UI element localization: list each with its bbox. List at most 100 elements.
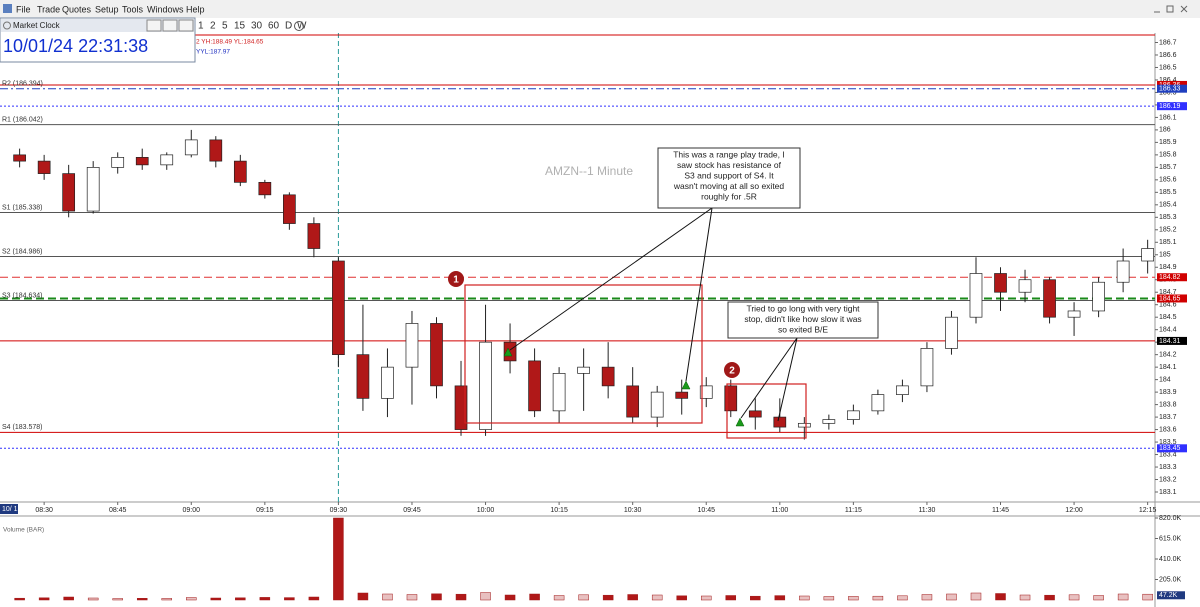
volume-bar: [970, 592, 982, 601]
volume-bar: [995, 593, 1006, 601]
candle-body: [797, 422, 811, 428]
candle-body: [209, 139, 223, 162]
annotation-line: stop, didn't like how slow it was: [744, 314, 861, 324]
menu-item[interactable]: Trade: [37, 4, 60, 14]
menu-bar: [0, 0, 1200, 18]
volume-bar: [235, 597, 246, 601]
volume-bar: [455, 593, 467, 601]
candle-body: [86, 167, 100, 212]
candle-body: [1067, 310, 1081, 318]
candle-body: [773, 416, 787, 428]
y-tick-label: 185: [1159, 252, 1171, 259]
candle-body: [601, 366, 615, 387]
volume-bar: [651, 594, 663, 601]
volume-bar: [406, 594, 418, 601]
volume-bar: [87, 597, 99, 601]
candle-body: [184, 139, 198, 156]
volume-bar: [1093, 595, 1104, 601]
market-clock-title: Market Clock: [13, 21, 61, 30]
annotation-line: roughly for .5R: [701, 191, 757, 201]
clock-icon: [3, 21, 11, 30]
volume-bar: [627, 594, 638, 601]
x-tick-label: 09:30: [330, 507, 348, 514]
volume-tick-label: 615.0K: [1159, 535, 1182, 542]
volume-bar: [308, 596, 320, 601]
volume-bar: [897, 595, 908, 601]
clock-window-buttons[interactable]: [146, 19, 194, 32]
candle-body: [528, 360, 541, 412]
candle-body: [307, 223, 321, 249]
volume-bar: [480, 592, 491, 601]
candle-body: [332, 260, 345, 356]
menu-item[interactable]: Tools: [122, 4, 144, 14]
interval-button[interactable]: 1: [198, 21, 204, 32]
menu-item[interactable]: File: [16, 4, 31, 14]
annotation-box: [657, 147, 801, 209]
interval-button[interactable]: 60: [268, 21, 280, 32]
candle-body: [577, 366, 590, 374]
annotation-line: S3 and support of S4. It: [684, 170, 774, 180]
x-tick-label: 09:15: [256, 507, 274, 514]
annotation-line: so exited B/E: [778, 324, 828, 334]
price-tag-label: 184.65: [1159, 295, 1181, 302]
x-tick-label: 08:30: [35, 507, 53, 514]
volume-bar: [136, 598, 148, 601]
candle-body: [1018, 279, 1032, 293]
candle-body: [945, 316, 958, 349]
price-tag: [1157, 336, 1187, 345]
price-tag: [1157, 102, 1187, 111]
annotation-line: wasn't moving at all so exited: [673, 181, 785, 191]
interval-button[interactable]: 2: [210, 21, 216, 32]
y-tick-label: 185.3: [1159, 214, 1177, 221]
interval-button[interactable]: 15: [234, 21, 246, 32]
level-label: S2 (184.986): [2, 248, 42, 255]
y-tick-label: 186.7: [1159, 39, 1177, 46]
y-tick-label: 186.5: [1159, 64, 1177, 71]
volume-bar: [725, 595, 737, 601]
candle-body: [871, 394, 885, 412]
x-tick-label: 10:45: [697, 507, 715, 514]
y-tick-label: 183.6: [1159, 426, 1177, 433]
candle-body: [135, 157, 149, 166]
menu-item[interactable]: Help: [186, 4, 205, 14]
volume-tag-label: 47.2K: [1159, 592, 1178, 599]
y-tick-label: 184.9: [1159, 264, 1177, 271]
y-tick-label: 186.4: [1159, 77, 1177, 84]
price-tag: [1157, 294, 1187, 303]
menu-item[interactable]: Quotes: [62, 4, 92, 14]
interval-button[interactable]: W: [297, 21, 307, 32]
y-tick-label: 183.2: [1159, 476, 1177, 483]
volume-bar: [38, 597, 50, 601]
candle-body: [920, 348, 934, 387]
interval-button[interactable]: D: [285, 21, 292, 32]
menu-item[interactable]: Setup: [95, 4, 119, 14]
close-toolbar-button[interactable]: [294, 21, 304, 31]
y-tick-label: 183.3: [1159, 464, 1177, 471]
window-controls[interactable]: [1154, 5, 1188, 13]
marker-circle: [448, 271, 464, 287]
candle-body: [405, 323, 419, 368]
candle-body: [552, 373, 566, 412]
candle-body: [675, 391, 689, 399]
y-tick-label: 186.6: [1159, 52, 1177, 59]
interval-button[interactable]: 5: [222, 21, 228, 32]
date-tag-label: 10/ 1: [2, 506, 18, 513]
candle-body: [847, 410, 860, 420]
market-clock-time: 10/01/24 22:31:38: [3, 36, 148, 56]
volume-bar: [848, 596, 859, 601]
candle-body: [822, 419, 836, 424]
y-tick-label: 184.5: [1159, 314, 1177, 321]
menu-item[interactable]: Windows: [147, 4, 184, 14]
candle-body: [258, 181, 272, 196]
candle-body: [1043, 279, 1056, 318]
candle-body: [430, 323, 443, 387]
volume-bar: [259, 597, 271, 601]
marker-label: 2: [729, 366, 735, 377]
volume-title: Volume (BAR): [3, 527, 44, 534]
interval-button[interactable]: 30: [251, 21, 263, 32]
marker-label: 1: [453, 275, 459, 286]
volume-bar: [1068, 594, 1080, 601]
candle-body: [13, 154, 26, 162]
volume-bar: [14, 597, 25, 601]
